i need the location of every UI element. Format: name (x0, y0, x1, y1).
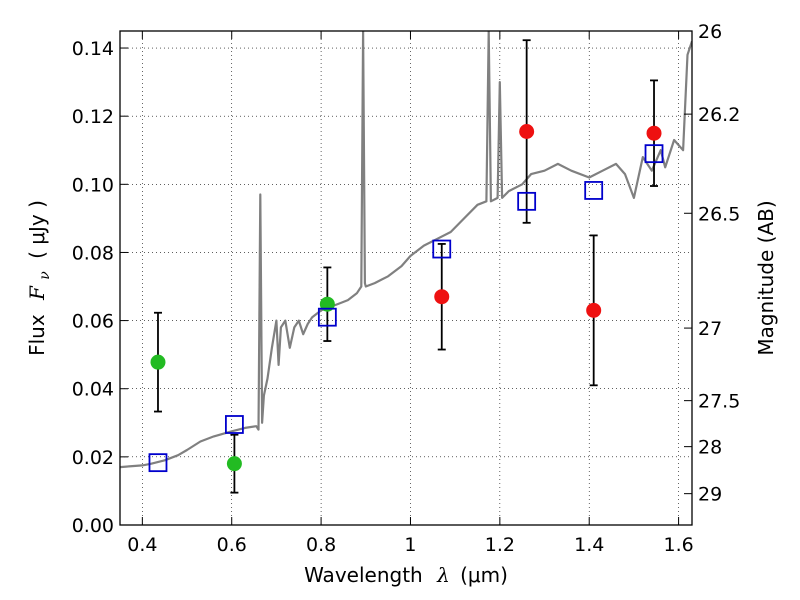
model-photometry-square-3 (432, 239, 452, 259)
x-tick-label-1: 0.6 (217, 534, 247, 556)
y-tick-label-4: 0.08 (72, 242, 114, 264)
x-axis-label: Wavelength λ (μm) (304, 563, 508, 587)
y2-tick-label-0: 26 (698, 21, 722, 43)
y2-axis: 26 26.2 26.5 27 27.5 28 29 (684, 21, 740, 506)
y2-tick-label-3: 27 (698, 318, 722, 340)
y-axis: 0.00 0.02 0.04 0.06 0.08 0.10 0.12 0.14 (72, 38, 128, 537)
plot-frame (119, 30, 693, 526)
observed-red-point-2 (586, 302, 602, 318)
x-axis-label-text: Wavelength (304, 563, 423, 587)
model-photometry-square-6 (644, 144, 664, 164)
y-axis-label: Flux F ν ( μJy ) (25, 200, 54, 356)
y-tick-label-3: 0.06 (72, 311, 114, 333)
x-tick-label-2: 0.8 (306, 534, 336, 556)
observed-red-point-3 (646, 125, 662, 141)
observed-red-point-1 (519, 124, 535, 140)
y-tick-label-1: 0.02 (72, 447, 114, 469)
observed-green-point-0 (150, 354, 166, 370)
model-photometry-square-0 (148, 453, 168, 473)
marker-layer (148, 124, 664, 473)
x-tick-label-6: 1.6 (663, 534, 693, 556)
y2-tick-label-6: 29 (698, 484, 722, 506)
y2-tick-label-5: 28 (698, 437, 722, 459)
y-tick-label-6: 0.12 (72, 106, 114, 128)
model-photometry-square-5 (584, 181, 604, 200)
y-axis-label-text: Flux (25, 314, 49, 356)
plot-background (120, 31, 692, 525)
observed-red-point-0 (434, 289, 450, 305)
y2-tick-label-1: 26.2 (698, 104, 740, 126)
y-tick-label-7: 0.14 (72, 38, 114, 60)
observed-green-point-1 (226, 456, 242, 472)
x-tick-label-0: 0.4 (127, 534, 157, 556)
model-photometry-square-4 (517, 191, 537, 211)
x-axis-label-symbol: λ (436, 563, 450, 587)
y-axis-label-symbol: F (25, 285, 49, 301)
y-tick-label-2: 0.04 (72, 379, 114, 401)
x-axis: 0.4 0.6 0.8 1 1.2 1.4 1.6 (127, 31, 694, 556)
model-photometry-square-2 (317, 307, 337, 327)
y2-tick-label-4: 27.5 (698, 391, 740, 413)
spectrum-layer (120, 31, 692, 469)
x-axis-label-unit: (μm) (460, 563, 508, 587)
y-tick-label-0: 0.00 (72, 515, 114, 537)
x-tick-label-3: 1 (404, 534, 416, 556)
x-tick-label-5: 1.4 (574, 534, 604, 556)
y2-axis-label: Magnitude (AB) (754, 200, 778, 355)
y-tick-label-5: 0.10 (72, 174, 114, 196)
y-axis-label-subscript: ν (37, 271, 53, 280)
spectrum-line (120, 31, 692, 469)
y2-tick-label-2: 26.5 (698, 203, 740, 225)
x-tick-label-4: 1.2 (485, 534, 515, 556)
y-axis-label-unit: ( μJy ) (25, 200, 49, 259)
model-photometry-square-1 (224, 415, 244, 434)
